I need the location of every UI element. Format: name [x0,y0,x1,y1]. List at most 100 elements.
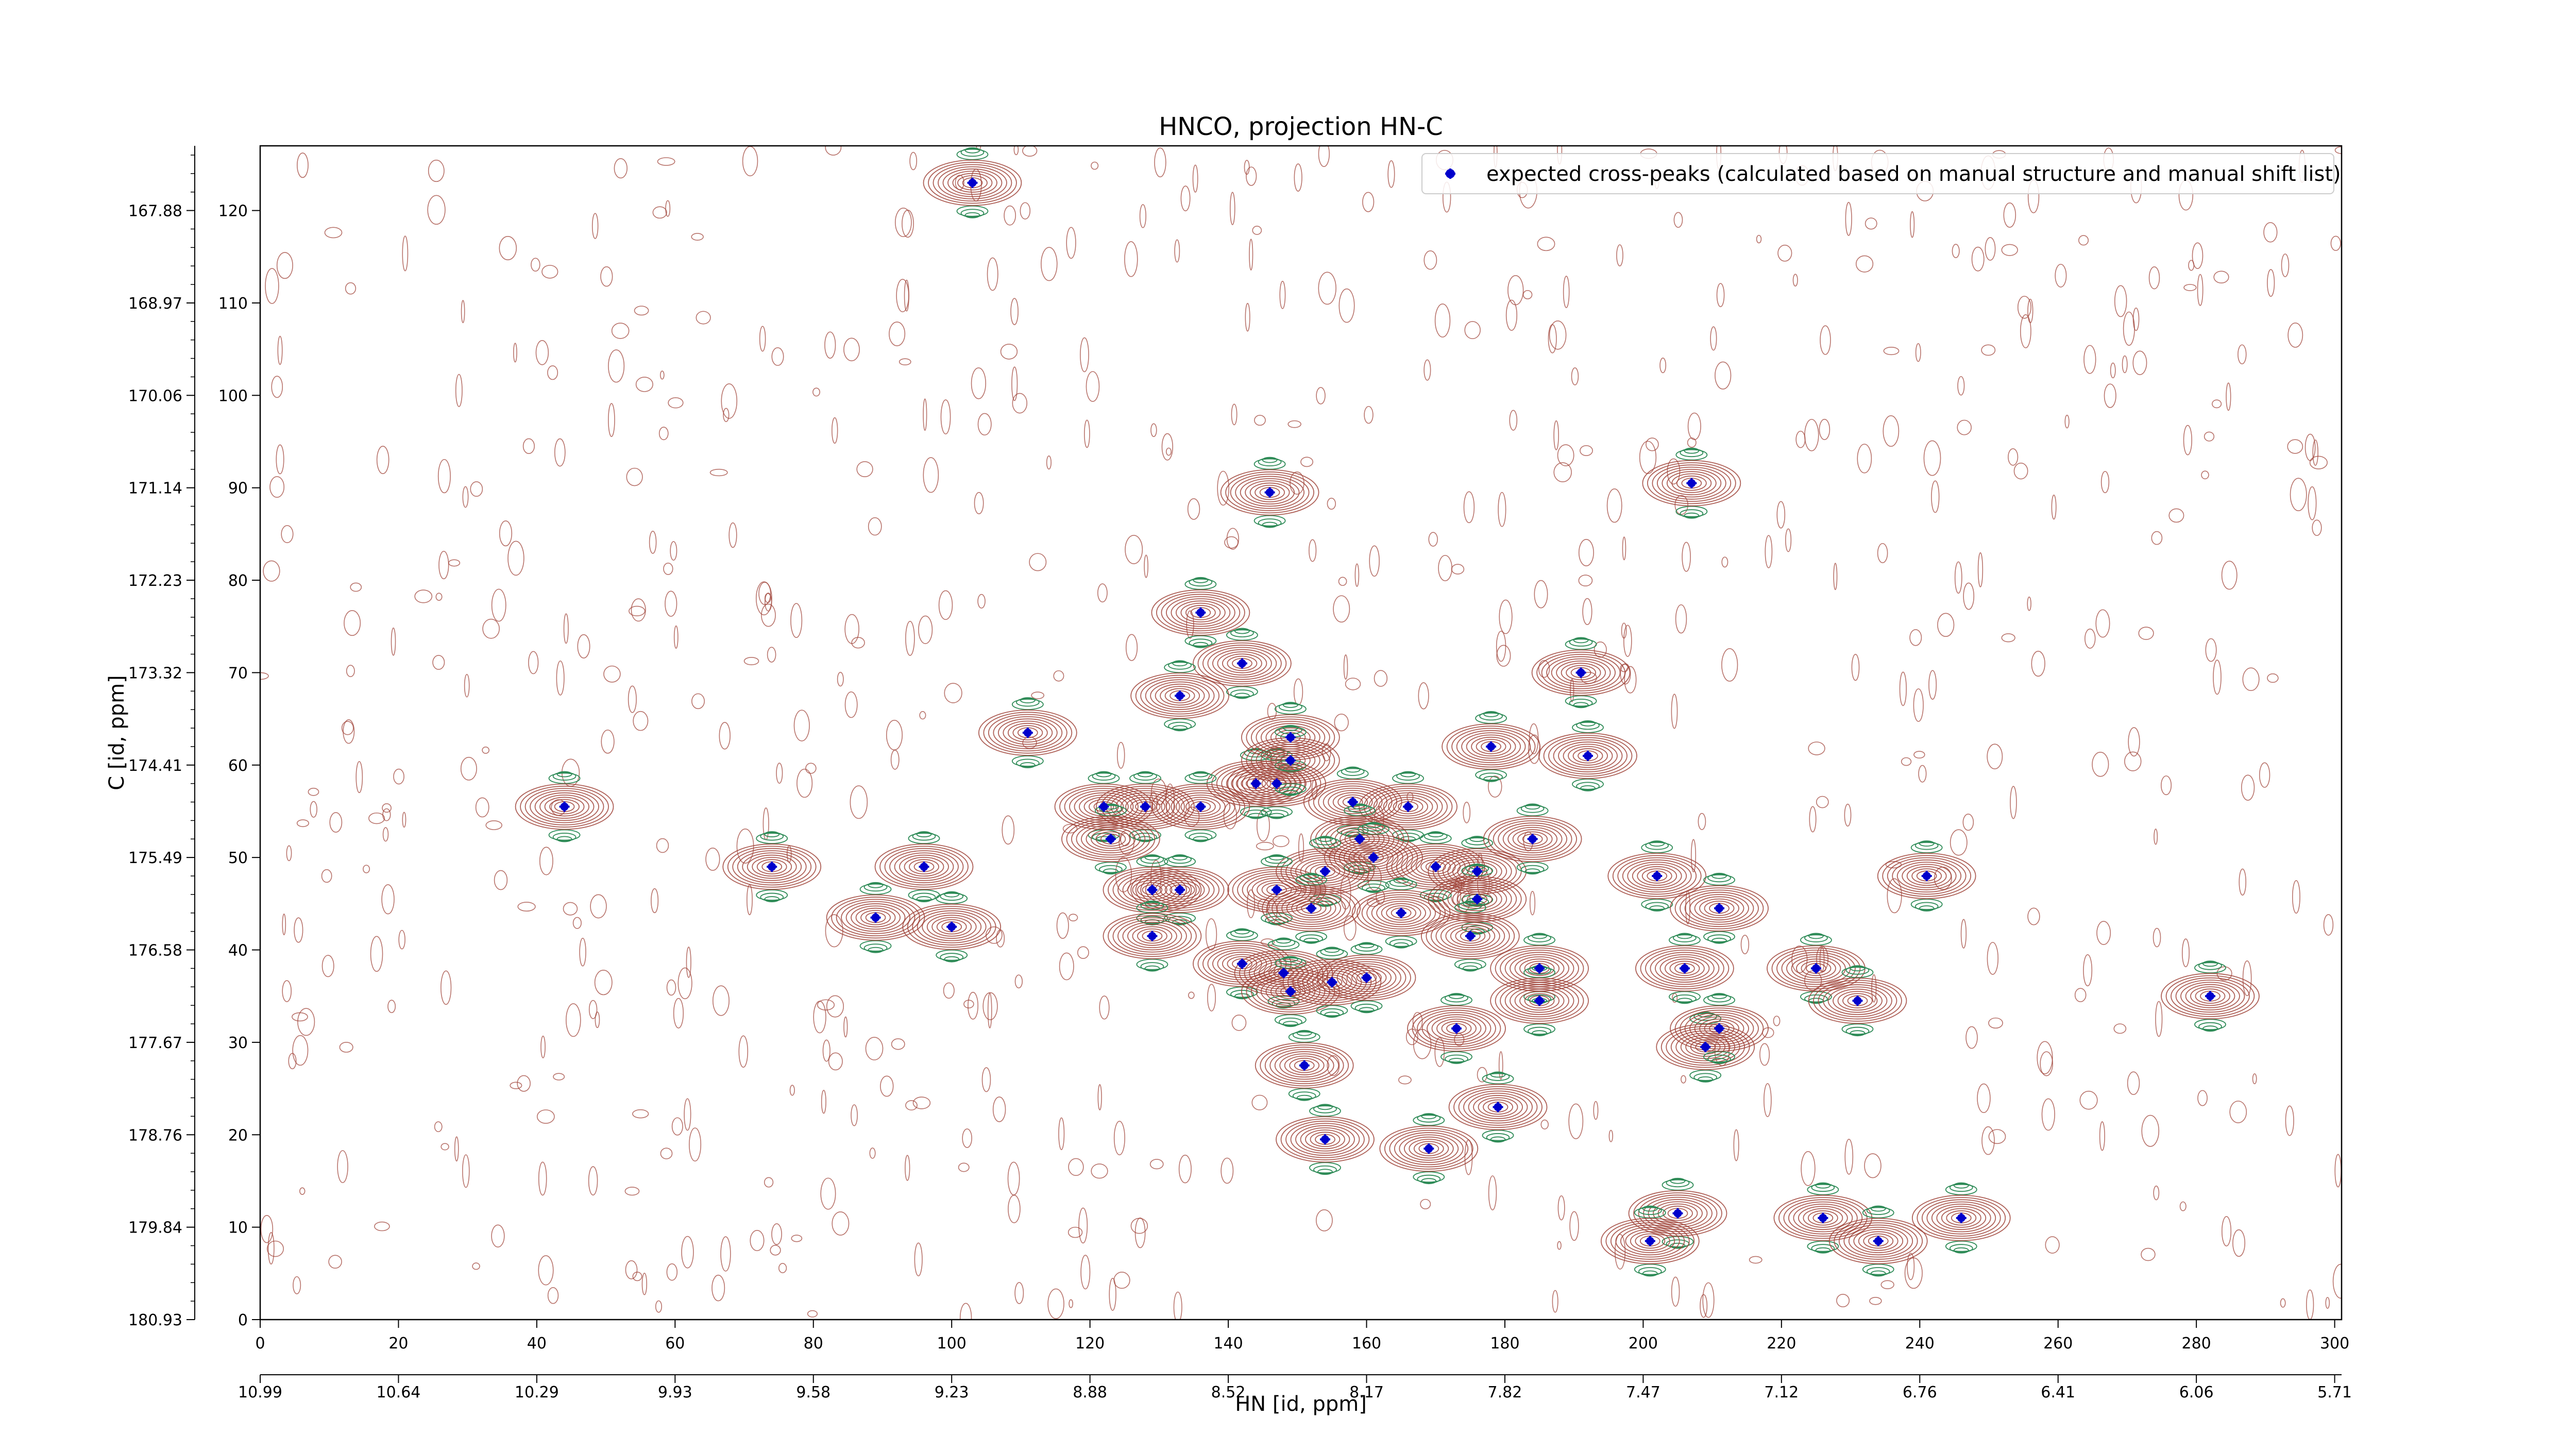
noise-contour [1816,796,1829,808]
positive-contour [1902,864,1952,888]
positive-contour [727,846,817,888]
negative-contour [1953,1247,1969,1254]
noise-contour [1671,1276,1680,1307]
noise-contour [1534,580,1548,609]
negative-contour [1309,1105,1341,1117]
noise-contour [1957,376,1965,396]
noise-contour [1928,670,1937,700]
positive-contour [1320,820,1399,858]
noise-contour [540,1035,546,1058]
cross-peak-marker [1810,963,1821,974]
cross-peak-marker [1534,963,1545,974]
positive-contour [1607,853,1707,899]
x-ppm-tick-label: 8.17 [1349,1383,1384,1402]
x-index-tick-label: 20 [388,1335,408,1353]
chart-title: HNCO, projection HN-C [1159,112,1443,141]
noise-contour [1327,498,1336,510]
negative-contour [1573,702,1589,708]
noise-contour [1124,241,1138,277]
negative-contour [552,833,577,841]
cross-peak-marker [1319,866,1330,877]
noise-contour [671,1117,683,1136]
noise-contour [1205,918,1217,951]
x-index-tick-label: 280 [2182,1335,2211,1353]
positive-contour [1161,788,1241,825]
positive-contour [1389,1129,1469,1168]
negative-contour [1393,877,1409,884]
noise-contour [1022,146,1038,157]
negative-contour [1811,1183,1835,1192]
negative-contour [916,831,932,837]
y-index-tick-label: 0 [238,1311,248,1329]
noise-contour [2127,1071,2140,1095]
negative-contour [1184,578,1217,590]
negative-contour [1103,868,1118,875]
noise-contour [341,721,354,735]
noise-contour [629,605,646,616]
noise-contour [2238,344,2247,365]
noise-contour [2110,362,2116,379]
negative-contour [1345,766,1361,773]
negative-contour [1520,865,1545,874]
noise-contour [2041,1098,2055,1131]
noise-contour [721,383,738,419]
positive-contour [1436,1018,1477,1039]
noise-contour [899,358,911,366]
noise-contour [382,827,389,842]
negative-contour [964,147,980,154]
positive-contour [1863,1233,1894,1249]
cross-peak-marker [1195,801,1206,812]
cross-peak-marker [1347,797,1358,807]
noise-contour [297,153,309,178]
positive-contour [1445,924,1496,949]
noise-contour [1298,833,1304,863]
noise-contour [649,531,657,554]
negative-contour [764,831,780,837]
noise-contour [625,1260,638,1279]
noise-contour [1915,343,1921,362]
noise-contour [588,1000,598,1019]
noise-contour [1047,1288,1064,1319]
x-index-tick-label: 40 [527,1335,547,1353]
noise-contour [1792,274,1798,286]
noise-contour [1529,723,1539,754]
legend-box [1421,153,2334,194]
negative-contour [964,212,980,218]
noise-contour [2242,667,2260,691]
noise-contour [1273,835,1290,848]
noise-contour [324,227,343,239]
noise-contour [2141,1247,2156,1261]
positive-contour [884,848,964,886]
positive-contour [1227,867,1326,913]
negative-contour [1532,933,1547,939]
positive-contour [530,790,599,823]
positive-contour [1704,1021,1735,1036]
positive-contour [1773,1194,1873,1241]
positive-contour [874,843,974,890]
noise-contour [2114,285,2127,317]
noise-contour [2308,486,2317,520]
y-index-tick-label: 120 [218,203,248,221]
y-ppm-tick-label: 173.32 [128,664,182,682]
positive-contour [2171,977,2250,1015]
positive-contour [1222,653,1262,673]
noise-contour [832,417,838,444]
noise-contour [821,1089,826,1114]
positive-contour [894,852,954,881]
noise-contour [2192,242,2204,269]
noise-contour [1913,688,1924,722]
y-index-tick-label: 10 [228,1219,248,1237]
x-index-tick-label: 260 [2043,1335,2073,1353]
positive-contour [1317,954,1416,1001]
noise-contour [2229,1101,2247,1123]
noise-contour [1488,1175,1497,1210]
positive-contour [1193,940,1292,987]
noise-contour [2051,494,2057,520]
negative-contour [1421,1178,1437,1185]
noise-contour [1785,528,1792,552]
negative-contour [1348,804,1371,813]
negative-contour [1282,724,1298,731]
positive-contour [1921,1199,2001,1237]
noise-contour [577,634,590,659]
x-index-tick-label: 80 [804,1335,823,1353]
